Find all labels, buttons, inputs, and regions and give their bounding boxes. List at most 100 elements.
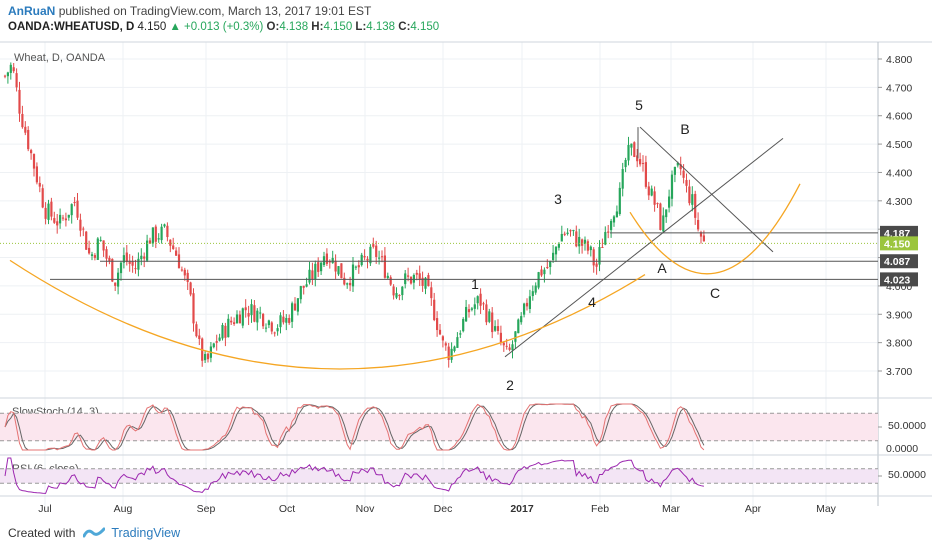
candle[interactable] [627, 136, 630, 166]
candle[interactable] [235, 310, 239, 324]
candle[interactable] [366, 256, 369, 269]
candle[interactable] [485, 299, 488, 326]
candle[interactable] [195, 321, 198, 338]
candle[interactable] [494, 320, 497, 332]
candle[interactable] [380, 250, 384, 263]
candle[interactable] [673, 166, 676, 183]
candle[interactable] [47, 199, 50, 225]
candle[interactable] [375, 240, 378, 264]
candle[interactable] [395, 287, 398, 300]
candle[interactable] [473, 297, 476, 316]
candle[interactable] [279, 312, 282, 334]
candle[interactable] [6, 71, 9, 84]
candle[interactable] [137, 252, 140, 277]
candle[interactable] [433, 292, 436, 322]
candle[interactable] [206, 352, 210, 363]
candle[interactable] [238, 310, 241, 324]
candle[interactable] [88, 240, 91, 255]
candle[interactable] [650, 185, 653, 197]
candle[interactable] [221, 322, 224, 341]
candle[interactable] [21, 105, 24, 129]
candle[interactable] [525, 298, 529, 311]
candle[interactable] [233, 317, 236, 326]
candle[interactable] [438, 324, 442, 336]
candle[interactable] [688, 179, 691, 206]
candle[interactable] [41, 184, 44, 209]
candle[interactable] [79, 213, 82, 237]
candle[interactable] [76, 193, 79, 220]
candle[interactable] [659, 202, 662, 231]
candle[interactable] [302, 285, 305, 295]
candle[interactable] [241, 307, 244, 329]
candle[interactable] [691, 186, 694, 212]
candle[interactable] [15, 68, 18, 92]
candle[interactable] [566, 228, 569, 236]
candle[interactable] [456, 332, 459, 348]
candle[interactable] [430, 281, 433, 306]
candle[interactable] [73, 196, 76, 207]
candle[interactable] [612, 215, 616, 227]
candle[interactable] [270, 321, 273, 335]
candle[interactable] [166, 222, 169, 242]
candle[interactable] [12, 63, 15, 74]
candle[interactable] [398, 294, 401, 301]
price-axis[interactable]: 4.8004.7004.6004.5004.4004.3004.2004.100… [878, 54, 912, 378]
candle[interactable] [114, 282, 117, 292]
candle[interactable] [589, 245, 592, 257]
candle[interactable] [180, 266, 183, 272]
candle[interactable] [369, 244, 372, 266]
candle[interactable] [598, 240, 601, 272]
tradingview-brand[interactable]: TradingView [111, 526, 181, 540]
candle[interactable] [581, 238, 584, 254]
candle[interactable] [621, 162, 624, 197]
candle[interactable] [314, 260, 317, 287]
candle[interactable] [128, 254, 131, 272]
candle[interactable] [624, 157, 627, 173]
candle[interactable] [163, 223, 166, 228]
candle[interactable] [175, 247, 178, 256]
candle[interactable] [134, 259, 137, 274]
candle[interactable] [334, 254, 337, 279]
candle[interactable] [569, 229, 572, 237]
candle[interactable] [131, 255, 134, 273]
candle[interactable] [636, 149, 639, 168]
candle[interactable] [64, 212, 67, 227]
candle[interactable] [465, 299, 468, 322]
cup-arc-large[interactable] [9, 259, 646, 370]
candle[interactable] [479, 288, 482, 314]
candle[interactable] [59, 208, 62, 229]
candle[interactable] [247, 305, 250, 326]
candle[interactable] [192, 288, 195, 332]
candle[interactable] [470, 306, 473, 312]
candle[interactable] [392, 284, 395, 300]
candle[interactable] [523, 302, 526, 318]
candle[interactable] [276, 324, 279, 336]
candle[interactable] [459, 330, 462, 339]
candle[interactable] [50, 197, 53, 221]
candle[interactable] [102, 240, 105, 257]
candle[interactable] [322, 251, 326, 268]
candle[interactable] [697, 212, 700, 232]
candle[interactable] [389, 275, 392, 287]
stochastic-pane[interactable]: SlowStoch (14, 3) [0, 403, 882, 451]
candle[interactable] [30, 148, 33, 160]
candle[interactable] [372, 237, 375, 249]
candle[interactable] [554, 246, 558, 262]
candle[interactable] [189, 281, 192, 297]
candle[interactable] [140, 248, 143, 266]
candle[interactable] [401, 286, 404, 301]
time-axis[interactable]: Jul Aug Sep Oct Nov Dec 2017 Feb Mar Apr May [38, 503, 836, 515]
candle[interactable] [378, 250, 381, 265]
candle[interactable] [259, 306, 262, 319]
candle[interactable] [578, 228, 581, 254]
candle[interactable] [256, 308, 259, 331]
candle[interactable] [514, 331, 517, 349]
candle[interactable] [601, 238, 604, 248]
candle[interactable] [496, 319, 500, 335]
candle[interactable] [630, 143, 633, 156]
uptrend-line[interactable] [504, 138, 784, 358]
candle[interactable] [639, 152, 642, 167]
candle[interactable] [508, 343, 511, 352]
candle[interactable] [610, 218, 613, 238]
candle[interactable] [386, 272, 389, 280]
